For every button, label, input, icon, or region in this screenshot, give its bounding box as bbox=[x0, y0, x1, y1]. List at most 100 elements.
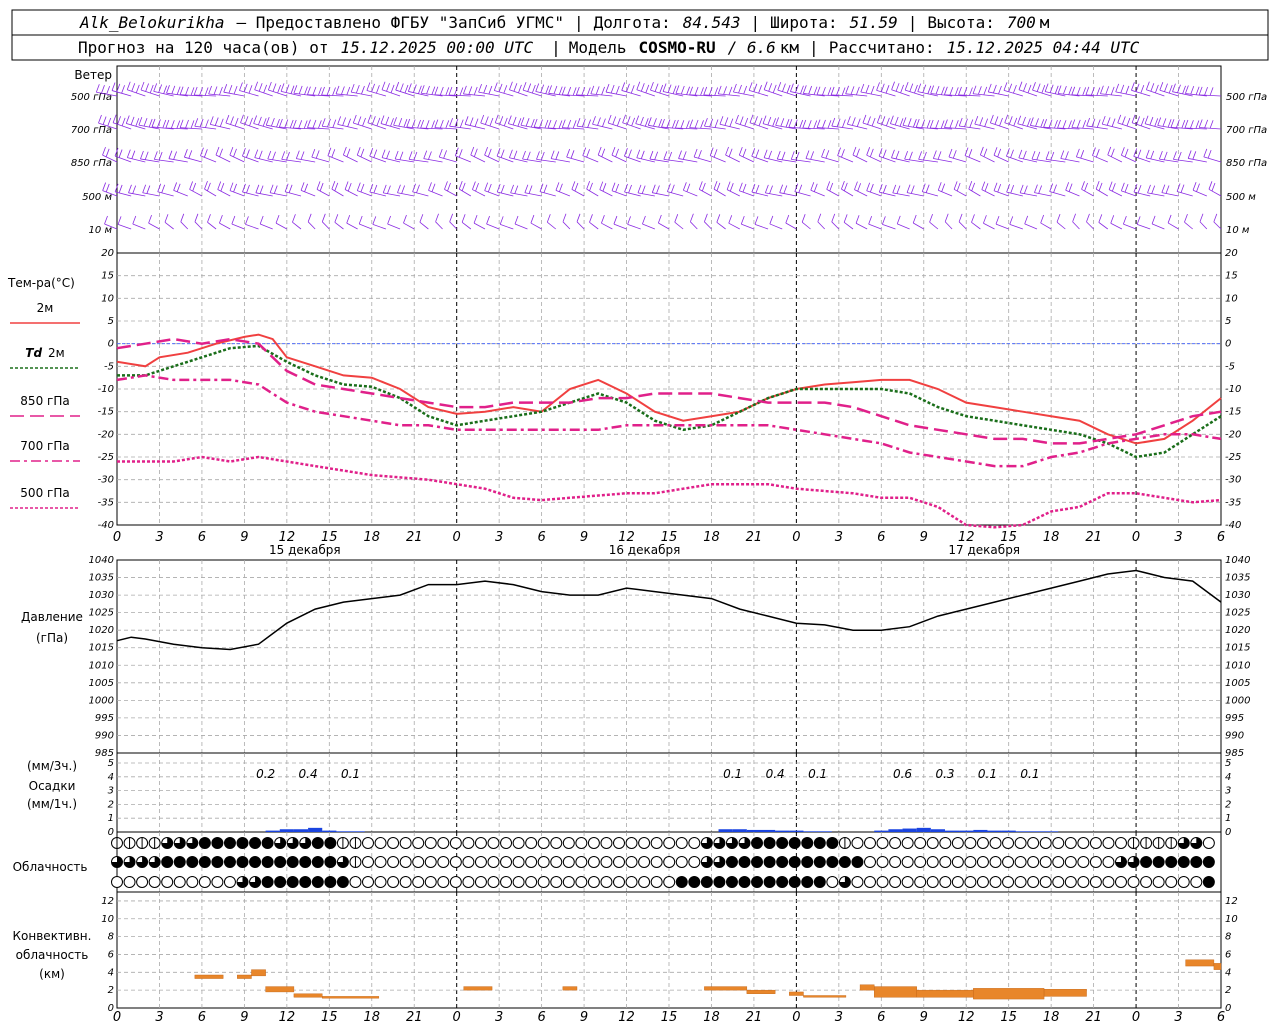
wind-barb-shaft bbox=[1159, 158, 1179, 163]
wind-barb-flag bbox=[239, 82, 243, 91]
wind-barb bbox=[484, 147, 500, 163]
wind-barb-flag bbox=[798, 184, 803, 193]
wind-barb bbox=[801, 214, 811, 230]
wind-barb-flag bbox=[1076, 119, 1081, 129]
wind-barb-flag bbox=[480, 114, 485, 124]
wind-barb-flag bbox=[1131, 82, 1135, 91]
x-tick-label-bottom: 6 bbox=[877, 1010, 885, 1024]
wind-barb-flag bbox=[539, 119, 543, 128]
wind-barb-flag bbox=[486, 215, 490, 225]
temp-legend-label: 700 гПа bbox=[20, 439, 69, 453]
wind-barb-shaft bbox=[562, 221, 571, 230]
cloud-circle bbox=[1115, 856, 1127, 868]
wind-barb-flag bbox=[513, 83, 518, 92]
convective-bar bbox=[562, 986, 578, 991]
wind-barb-flag bbox=[882, 184, 887, 194]
wind-barb bbox=[675, 119, 698, 130]
wind-barb-flag bbox=[561, 119, 566, 128]
wind-barb bbox=[346, 214, 358, 230]
cloud-circle-fill bbox=[1178, 837, 1190, 849]
wind-barb-flag bbox=[527, 83, 532, 92]
wind-barb-flag bbox=[1080, 150, 1085, 159]
cloud-circle bbox=[914, 876, 927, 888]
conv-ytick-left: 4 bbox=[108, 967, 114, 978]
wind-barb-shaft bbox=[571, 189, 585, 197]
wind-barb bbox=[1203, 148, 1222, 163]
sep-2: | bbox=[751, 13, 761, 32]
cloud-circle-outline bbox=[387, 876, 400, 888]
wind-barb bbox=[995, 215, 1009, 230]
cloud-circle bbox=[324, 837, 337, 849]
wind-barb bbox=[802, 119, 825, 130]
cloud-circle-outline bbox=[437, 856, 450, 868]
wind-barb-flag bbox=[315, 150, 320, 159]
cloud-circle-outline bbox=[1165, 876, 1178, 888]
cloud-circle-outline bbox=[914, 876, 927, 888]
wind-barb-shaft bbox=[180, 221, 189, 230]
wind-barb-flag bbox=[399, 151, 404, 160]
cloud-circle bbox=[236, 856, 249, 868]
wind-barb-shaft bbox=[140, 89, 160, 97]
wind-barb bbox=[184, 149, 203, 163]
wind-barb-shaft bbox=[409, 158, 429, 163]
wind-barb-flag bbox=[1122, 215, 1127, 225]
wind-barb-shaft bbox=[1095, 188, 1108, 197]
cloud-circle bbox=[725, 876, 738, 888]
wind-barb-flag bbox=[121, 117, 126, 126]
wind-barb bbox=[713, 180, 726, 197]
wind-barb bbox=[1043, 119, 1066, 130]
cloud-circle bbox=[876, 837, 889, 849]
wind-barb-flag bbox=[881, 116, 886, 125]
wind-barb-flag bbox=[567, 119, 572, 129]
cloud-circle bbox=[550, 876, 563, 888]
wind-barb-shaft bbox=[791, 158, 811, 163]
wind-barb-flag bbox=[138, 116, 143, 126]
temp-ytick-left: -5 bbox=[104, 361, 114, 372]
cloud-circle bbox=[738, 856, 751, 868]
cloud-circle bbox=[1140, 876, 1153, 888]
wind-barb-flag bbox=[891, 149, 895, 158]
wind-barb bbox=[358, 215, 372, 230]
wind-barb-flag bbox=[494, 114, 499, 123]
wind-barb bbox=[514, 215, 528, 230]
wind-barb-shaft bbox=[245, 224, 259, 230]
wind-barb-flag bbox=[1031, 150, 1036, 160]
wind-barb-flag bbox=[994, 116, 999, 125]
wind-barb bbox=[530, 214, 542, 230]
wind-barb-flag bbox=[1076, 86, 1081, 96]
cloud-circle bbox=[424, 837, 437, 849]
precip-bar bbox=[916, 827, 931, 832]
cloud-circle bbox=[399, 856, 412, 868]
wind-barb-flag bbox=[288, 184, 293, 193]
pres-ytick-right: 1030 bbox=[1225, 590, 1250, 601]
cloud-circle bbox=[763, 837, 776, 849]
cloud-circle bbox=[198, 837, 211, 849]
wind-barb-flag bbox=[469, 117, 474, 126]
wind-barb-flag bbox=[767, 116, 772, 126]
wind-barb-flag bbox=[978, 86, 982, 95]
cloud-circle-outline bbox=[1102, 876, 1115, 888]
wind-barb-flag bbox=[385, 116, 390, 126]
wind-barb-flag bbox=[381, 81, 386, 90]
cloud-circle-outline bbox=[261, 837, 274, 849]
wind-barb-flag bbox=[503, 117, 508, 127]
wind-barb bbox=[369, 147, 387, 163]
wind-barb-shaft bbox=[764, 157, 783, 163]
wind-barb bbox=[280, 83, 302, 97]
wind-barb bbox=[930, 85, 953, 97]
wind-barb bbox=[929, 214, 939, 230]
wind-barb-flag bbox=[1136, 216, 1141, 225]
wind-barb-flag bbox=[817, 213, 822, 222]
cloud-circle-outline bbox=[688, 837, 701, 849]
cloud-circle bbox=[1089, 837, 1102, 849]
wind-barb-shaft bbox=[322, 221, 330, 230]
wind-barb bbox=[862, 114, 882, 130]
wind-barb-shaft bbox=[826, 189, 840, 197]
cloud-circle-outline bbox=[638, 856, 651, 868]
x-tick-label: 0 bbox=[113, 530, 121, 545]
cloud-circle bbox=[462, 856, 475, 868]
wind-barb-flag bbox=[694, 119, 699, 129]
wind-barb bbox=[601, 215, 613, 230]
wind-barb bbox=[944, 119, 967, 130]
wind-barb-shaft bbox=[1133, 191, 1151, 197]
